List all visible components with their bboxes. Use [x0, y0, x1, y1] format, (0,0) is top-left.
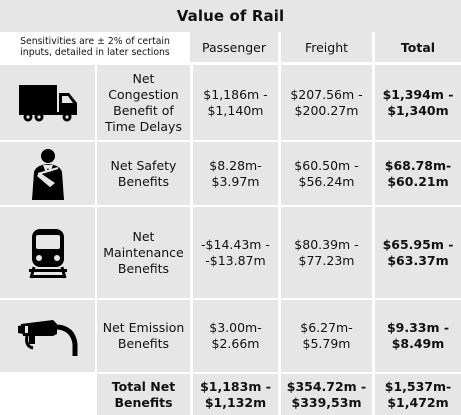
cell-congestion-freight: $207.56m - $200.27m — [281, 65, 372, 140]
column-header-total: Total — [375, 32, 461, 62]
value-safety-freight: $60.50m - $56.24m — [294, 157, 359, 189]
row-label-emission-text: Net Emission Benefits — [102, 320, 185, 351]
cell-congestion-passenger: $1,186m - $1,140m — [193, 65, 278, 140]
value-congestion-passenger: $1,186m - $1,140m — [203, 86, 268, 118]
value-total-freight: $354.72m - $339,53m — [286, 378, 367, 410]
value-congestion-total: $1,394m - $1,340m — [382, 86, 454, 118]
train-icon — [0, 207, 95, 298]
column-header-freight: Freight — [281, 32, 372, 62]
value-safety-total: $68.78m- $60.21m — [384, 157, 452, 189]
row-label-safety: Net Safety Benefits — [97, 142, 190, 205]
value-emission-total: $9.33m - $8.49m — [386, 320, 450, 351]
cell-congestion-total: $1,394m - $1,340m — [375, 65, 461, 140]
table-title: Value of Rail — [0, 0, 461, 32]
cell-safety-freight: $60.50m - $56.24m — [281, 142, 372, 205]
value-safety-passenger: $8.28m- $3.97m — [209, 157, 262, 189]
value-congestion-freight: $207.56m - $200.27m — [290, 86, 363, 118]
cell-total-freight: $354.72m - $339,53m — [281, 374, 372, 415]
totals-blank-cell — [0, 374, 95, 415]
row-label-total-text: Total Net Benefits — [111, 378, 176, 410]
column-header-passenger: Passenger — [190, 32, 278, 62]
sensitivity-note-line1: Sensitivities are ± 2% of certain — [20, 36, 170, 47]
fuel-nozzle-icon — [0, 300, 95, 372]
row-label-congestion: Net Congestion Benefit of Time Delays — [97, 65, 190, 140]
value-total-total: $1,537m- $1,472m — [384, 378, 452, 410]
cell-maintenance-total: $65.95m - $63.37m — [375, 207, 461, 298]
value-emission-passenger: $3.00m- $2.66m — [209, 320, 262, 351]
truck-icon — [0, 65, 95, 140]
sensitivity-note-line2: inputs, detailed in later sections — [20, 47, 170, 58]
value-maintenance-passenger: -$14.43m - -$13.87m — [201, 236, 270, 268]
value-maintenance-freight: $80.39m - $77.23m — [294, 236, 359, 268]
row-label-safety-text: Net Safety Benefits — [110, 157, 177, 189]
row-label-emission: Net Emission Benefits — [97, 300, 190, 372]
cell-total-passenger: $1,183m - $1,132m — [193, 374, 278, 415]
row-label-total: Total Net Benefits — [97, 374, 190, 415]
row-label-congestion-text: Net Congestion Benefit of Time Delays — [105, 70, 182, 134]
cell-maintenance-freight: $80.39m - $77.23m — [281, 207, 372, 298]
injured-person-icon — [0, 142, 95, 205]
row-label-maintenance: Net Maintenance Benefits — [97, 207, 190, 298]
cell-safety-total: $68.78m- $60.21m — [375, 142, 461, 205]
value-emission-freight: $6.27m- $5.79m — [300, 320, 353, 351]
cell-maintenance-passenger: -$14.43m - -$13.87m — [193, 207, 278, 298]
row-label-maintenance-text: Net Maintenance Benefits — [103, 228, 184, 276]
cell-safety-passenger: $8.28m- $3.97m — [193, 142, 278, 205]
cell-total-total: $1,537m- $1,472m — [375, 374, 461, 415]
value-total-passenger: $1,183m - $1,132m — [200, 378, 271, 410]
cell-emission-passenger: $3.00m- $2.66m — [193, 300, 278, 372]
sensitivity-note: Sensitivities are ± 2% of certain inputs… — [0, 32, 190, 62]
cell-emission-total: $9.33m - $8.49m — [375, 300, 461, 372]
value-maintenance-total: $65.95m - $63.37m — [382, 236, 454, 268]
cell-emission-freight: $6.27m- $5.79m — [281, 300, 372, 372]
